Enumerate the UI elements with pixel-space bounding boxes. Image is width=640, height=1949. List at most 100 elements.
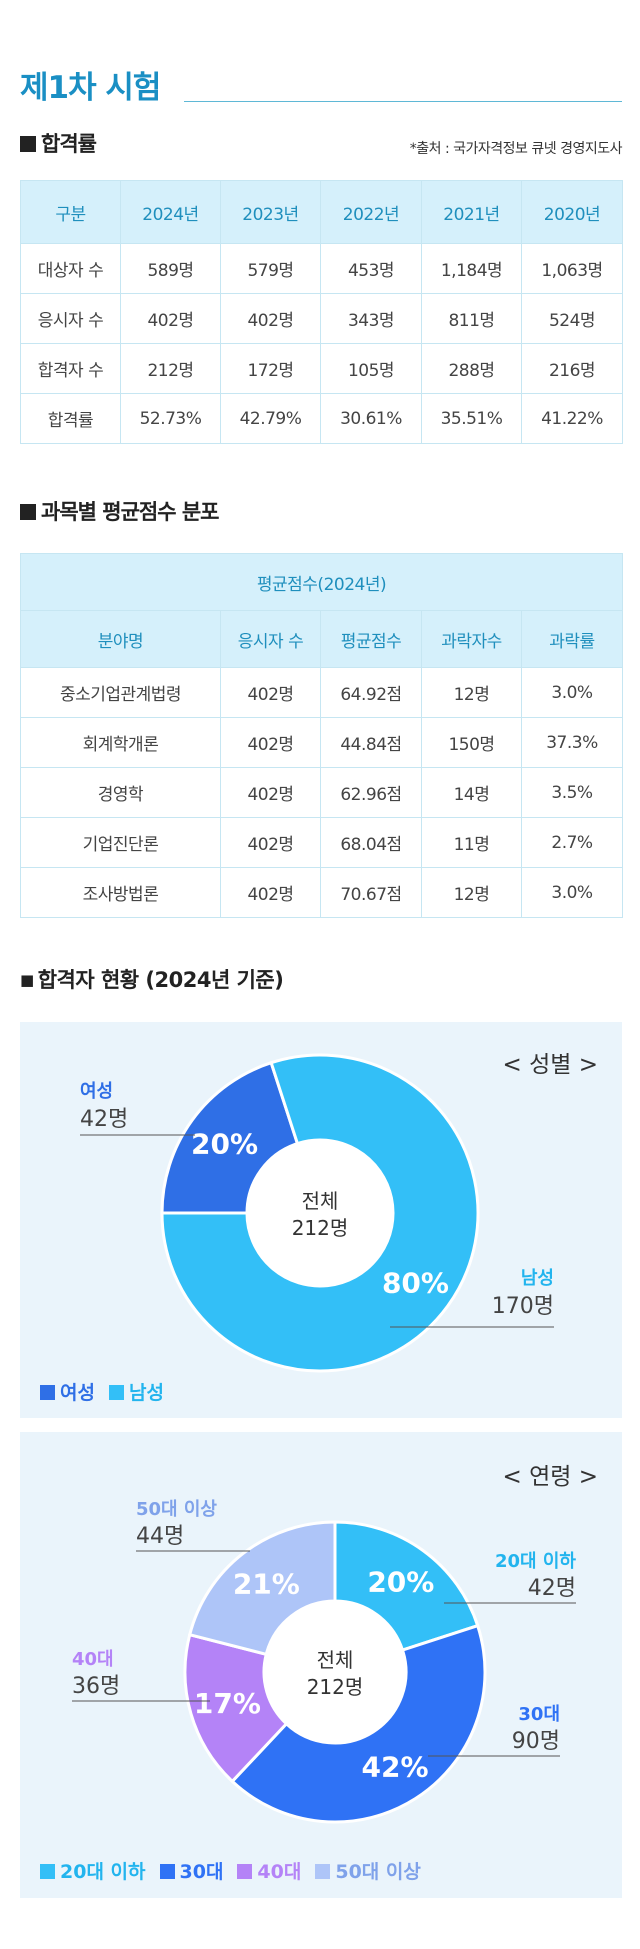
section-heading-passers: ■ 합격자 현황 (2024년 기준)	[20, 964, 284, 994]
table-header-row: 분야명 응시자 수 평균점수 과락자수 과락률	[20, 610, 623, 668]
header-cell: 2021년	[421, 180, 522, 244]
row-label: 기업진단론	[20, 817, 221, 868]
donut-hole	[247, 1140, 393, 1286]
section-heading-pass-rate: 합격률	[20, 128, 97, 158]
row-label: 조사방법론	[20, 867, 221, 918]
center-label-title: 전체	[302, 1189, 339, 1213]
callout-count: 44명	[136, 1524, 184, 1549]
section-heading-text: 합격률	[41, 132, 97, 156]
table-cell: 11명	[421, 817, 522, 868]
table-cell: 453명	[320, 243, 422, 294]
chart-title: < 성별 >	[503, 1052, 599, 1078]
table-cell: 402명	[220, 817, 321, 868]
table-cell: 3.5%	[521, 767, 623, 818]
slice-percent-label: 80%	[382, 1266, 449, 1299]
callout-name: 남성	[521, 1268, 554, 1289]
row-label: 합격률	[20, 393, 121, 444]
table-row: 기업진단론 402명 68.04점 11명 2.7%	[20, 817, 623, 868]
table-cell: 172명	[220, 343, 321, 394]
row-label: 경영학	[20, 767, 221, 818]
table-cell: 2.7%	[521, 817, 623, 868]
table-cell: 41.22%	[521, 393, 623, 444]
callout-name: 40대	[72, 1649, 114, 1670]
table-cell: 3.0%	[521, 667, 623, 718]
callout-name: 50대 이상	[136, 1499, 217, 1520]
table-cell: 68.04점	[320, 817, 422, 868]
table-cell: 402명	[120, 293, 221, 344]
table-cell: 402명	[220, 717, 321, 768]
slice-percent-label: 20%	[191, 1128, 258, 1161]
slice-percent-label: 20%	[367, 1565, 434, 1598]
legend-label: 20대 이하	[60, 1861, 146, 1883]
table-cell: 52.73%	[120, 393, 221, 444]
legend-item: 남성	[108, 1382, 164, 1404]
section-heading-text: 과목별 평균점수 분포	[41, 500, 220, 524]
slice-percent-label: 21%	[233, 1568, 300, 1601]
source-note: *출처 : 국가자격정보 큐넷 경영지도사	[409, 141, 623, 157]
table-cell: 589명	[120, 243, 221, 294]
age-chart-panel: 20% 42% 17% 21% 전체 212명 < 연령 > 20대 이하 42명 30대 90명 4…	[20, 1432, 622, 1898]
row-label: 회계학개론	[20, 717, 221, 768]
table-cell: 35.51%	[421, 393, 522, 444]
header-cell: 과락자수	[421, 610, 522, 668]
table-cell: 343명	[320, 293, 422, 344]
legend-swatch	[237, 1864, 253, 1879]
table-cell: 1,063명	[521, 243, 623, 294]
square-bullet-icon: ■	[20, 971, 34, 989]
table-row: 합격률 52.73% 42.79% 30.61% 35.51% 41.22%	[20, 393, 623, 444]
table-row: 회계학개론 402명 44.84점 150명 37.3%	[20, 717, 623, 768]
page-title: 제1차 시험	[20, 70, 161, 106]
table-cell: 42.79%	[220, 393, 321, 444]
table-row: 조사방법론 402명 70.67점 12명 3.0%	[20, 867, 623, 918]
title-row: 제1차 시험	[20, 62, 622, 112]
header-cell: 분야명	[20, 610, 221, 668]
table-cell: 524명	[521, 293, 623, 344]
chart-title: < 연령 >	[503, 1464, 599, 1490]
center-label-total: 212명	[307, 1675, 364, 1699]
header-cell: 과락률	[521, 610, 623, 668]
legend-item: 여성	[40, 1382, 95, 1404]
row-label: 중소기업관계법령	[20, 667, 221, 718]
row-label: 합격자 수	[20, 343, 121, 394]
table-cell: 579명	[220, 243, 321, 294]
section-heading-text: 합격자 현황 (2024년 기준)	[37, 968, 284, 992]
pass-rate-table: 구분 2024년 2023년 2022년 2021년 2020년 대상자 수 5…	[20, 180, 623, 444]
header-cell: 응시자 수	[220, 610, 321, 668]
table-cell: 1,184명	[421, 243, 522, 294]
age-donut-chart: 20% 42% 17% 21% 전체 212명 < 연령 > 20대 이하 42명 30대 90명 4…	[72, 1464, 599, 1824]
legend-swatch	[315, 1864, 331, 1879]
square-bullet-icon	[20, 136, 36, 152]
header-cell: 구분	[20, 180, 121, 244]
age-legend: 20대 이하 30대 40대 50대 이상	[40, 1857, 435, 1884]
donut-hole	[264, 1601, 406, 1743]
table-cell: 402명	[220, 867, 321, 918]
table-cell: 105명	[320, 343, 422, 394]
row-label: 응시자 수	[20, 293, 121, 344]
callout-count: 42명	[528, 1576, 576, 1601]
header-cell: 2023년	[220, 180, 321, 244]
table-row: 응시자 수 402명 402명 343명 811명 524명	[20, 293, 623, 344]
table-cell: 288명	[421, 343, 522, 394]
table-row: 중소기업관계법령 402명 64.92점 12명 3.0%	[20, 667, 623, 718]
table-cell: 12명	[421, 667, 522, 718]
callout-name: 20대 이하	[495, 1551, 576, 1572]
header-cell: 2024년	[120, 180, 221, 244]
table-row: 경영학 402명 62.96점 14명 3.5%	[20, 767, 623, 818]
slice-percent-label: 42%	[361, 1751, 428, 1784]
table-cell: 402명	[220, 293, 321, 344]
table-header-row: 구분 2024년 2023년 2022년 2021년 2020년	[20, 180, 623, 244]
callout-count: 90명	[512, 1729, 560, 1754]
section-heading-subject-scores: 과목별 평균점수 분포	[20, 496, 220, 526]
legend-label: 남성	[128, 1382, 164, 1404]
table-cell: 14명	[421, 767, 522, 818]
table-cell: 12명	[421, 867, 522, 918]
table-cell: 30.61%	[320, 393, 422, 444]
table-cell: 216명	[521, 343, 623, 394]
legend-item: 30대	[159, 1861, 223, 1883]
table-super-header-row: 평균점수(2024년)	[20, 553, 623, 611]
legend-swatch	[40, 1385, 55, 1400]
table-cell: 402명	[220, 667, 321, 718]
center-label-total: 212명	[292, 1216, 349, 1240]
callout-count: 36명	[72, 1674, 120, 1699]
